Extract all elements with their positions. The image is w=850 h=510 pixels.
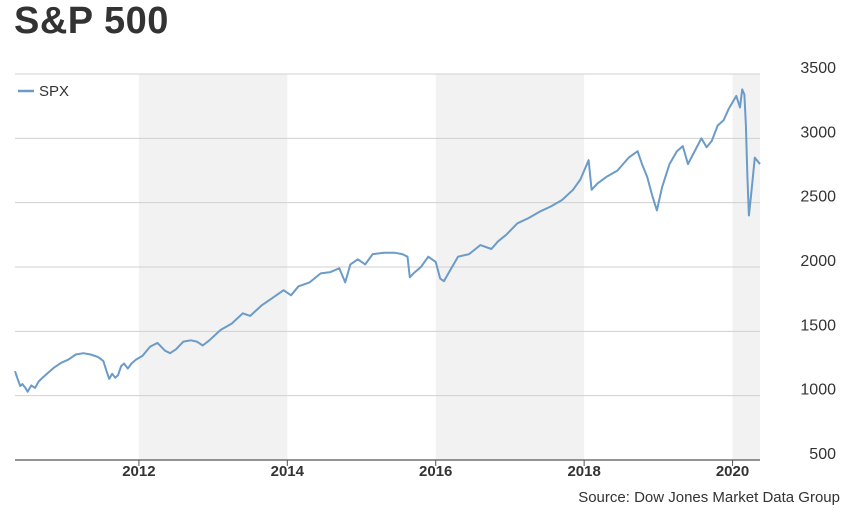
- series-line-spx: [14, 88, 761, 393]
- y-tick-1500: 1500: [800, 317, 836, 334]
- legend: SPX: [18, 83, 69, 100]
- y-tick-3500: 3500: [800, 60, 836, 77]
- y-tick-1000: 1000: [800, 382, 836, 399]
- gridlines: [15, 73, 760, 461]
- y-tick-500: 500: [809, 446, 836, 463]
- legend-label-spx: SPX: [39, 83, 69, 100]
- x-tick-2020: 2020: [716, 463, 749, 480]
- y-tick-3000: 3000: [800, 124, 836, 141]
- x-tick-2012: 2012: [122, 463, 155, 480]
- y-tick-2500: 2500: [800, 189, 836, 206]
- source-note: Source: Dow Jones Market Data Group: [578, 489, 840, 506]
- series-group: [14, 88, 761, 393]
- x-tick-2018: 2018: [567, 463, 600, 480]
- x-tick-2014: 2014: [271, 463, 305, 480]
- chart-title: S&P 500: [14, 0, 169, 42]
- x-axis-ticks: 2012 2014 2016 2018 2020: [122, 460, 749, 480]
- y-axis-ticks: 500 1000 1500 2000 2500 3000 3500: [800, 60, 836, 463]
- y-tick-2000: 2000: [800, 253, 836, 270]
- x-tick-2016: 2016: [419, 463, 452, 480]
